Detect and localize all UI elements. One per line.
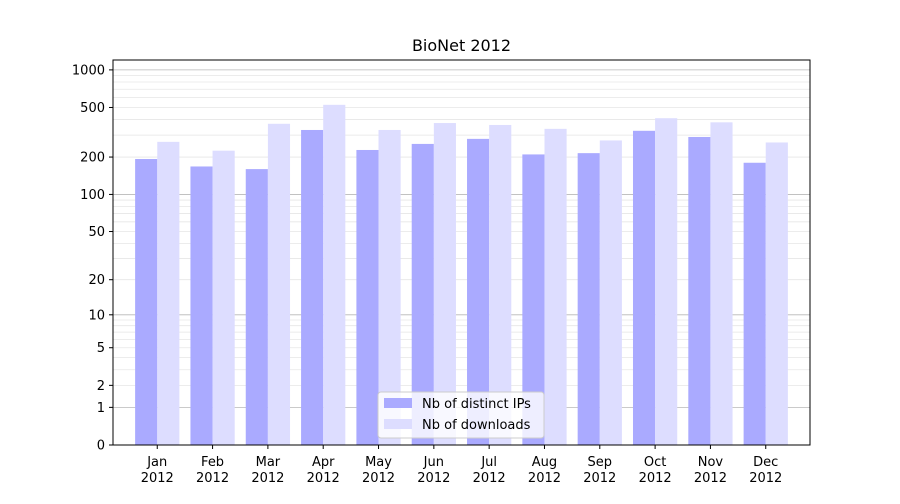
x-tick-label: Jul 2012: [473, 455, 506, 486]
bar: [135, 158, 158, 445]
bar: [743, 162, 766, 446]
bars: [135, 104, 788, 446]
bar: [212, 150, 235, 445]
x-tick-label: Feb 2012: [196, 455, 229, 486]
x-tick-label-line: 2012: [473, 471, 506, 486]
x-tick-label-line: 2012: [528, 471, 561, 486]
x-tick-label-line: Dec: [753, 455, 778, 470]
y-tick-label: 0: [97, 439, 105, 454]
x-tick-label-line: May: [365, 455, 392, 470]
y-tick-label: 1000: [72, 63, 105, 78]
legend: Nb of distinct IPs Nb of downloads: [377, 391, 545, 439]
y-tick-label: 100: [80, 188, 105, 203]
bar: [301, 129, 324, 445]
x-tick-label-line: Jan: [146, 455, 167, 470]
x-tick-label: Oct 2012: [639, 455, 672, 486]
x-tick-label-line: Oct: [644, 455, 666, 470]
bar: [411, 143, 434, 445]
x-tick-label: Mar 2012: [251, 455, 284, 486]
bar: [599, 140, 622, 445]
bar: [378, 129, 401, 445]
x-tick-label-line: 2012: [307, 471, 340, 486]
bar: [489, 124, 512, 446]
y-tick-label: 10: [88, 308, 105, 323]
x-tick-label-line: Sep: [588, 455, 613, 470]
bar: [356, 149, 379, 445]
legend-label: Nb of distinct IPs: [422, 397, 531, 412]
plot-frame: [112, 59, 811, 446]
legend-swatch: [384, 398, 412, 408]
x-tick-label: Jun 2012: [417, 455, 450, 486]
x-tick-label-line: 2012: [583, 471, 616, 486]
x-tick-label: Dec 2012: [749, 455, 782, 486]
bar: [577, 153, 600, 446]
bar: [765, 142, 788, 446]
y-tick-label: 50: [88, 225, 105, 240]
y-axis: 0 1 2 5 10 20 50 100 200 500 1000: [72, 63, 113, 454]
x-tick-label-line: Aug: [532, 455, 557, 470]
bar: [710, 122, 733, 446]
bar: [190, 166, 213, 445]
x-tick-label-line: Nov: [698, 455, 724, 470]
bar: [544, 128, 567, 445]
x-tick-label-line: 2012: [694, 471, 727, 486]
x-tick-label-line: 2012: [141, 471, 174, 486]
bar: [632, 130, 656, 445]
y-tick-label: 20: [88, 273, 105, 288]
x-tick-label-line: 2012: [251, 471, 284, 486]
x-tick-label: Apr 2012: [307, 455, 340, 486]
y-tick-label: 500: [80, 101, 105, 116]
x-tick-label-line: 2012: [639, 471, 672, 486]
bar: [688, 136, 711, 446]
bar: [245, 169, 268, 445]
x-tick-label-line: 2012: [196, 471, 229, 486]
x-tick-label-line: Jun: [423, 455, 444, 470]
bar: [267, 123, 291, 445]
bar: [467, 138, 490, 446]
chart-title: BioNet 2012: [412, 36, 511, 55]
x-tick-label-line: 2012: [362, 471, 395, 486]
x-tick-label: Aug 2012: [528, 455, 561, 486]
bar: [522, 154, 545, 446]
x-tick-label-line: 2012: [417, 471, 450, 486]
legend-swatch: [384, 419, 412, 429]
y-tick-label: 200: [80, 151, 105, 166]
y-tick-label: 2: [97, 379, 105, 394]
legend-label: Nb of downloads: [422, 418, 531, 433]
bar: [157, 141, 180, 445]
x-tick-label: Sep 2012: [583, 455, 616, 486]
legend-box: [377, 391, 545, 439]
x-tick-label-line: 2012: [749, 471, 782, 486]
x-tick-label: Jan 2012: [141, 455, 174, 486]
x-tick-label-line: Jul: [480, 455, 497, 470]
bar: [433, 123, 456, 446]
x-tick-label-line: Feb: [201, 455, 224, 470]
bar: [323, 104, 346, 446]
y-tick-label: 5: [97, 341, 105, 356]
x-tick-label-line: Mar: [256, 455, 281, 470]
x-tick-label: Nov 2012: [694, 455, 727, 486]
x-tick-label-line: Apr: [312, 455, 335, 470]
bar: [655, 118, 678, 445]
x-tick-label: May 2012: [362, 455, 395, 486]
y-tick-label: 1: [97, 401, 105, 416]
